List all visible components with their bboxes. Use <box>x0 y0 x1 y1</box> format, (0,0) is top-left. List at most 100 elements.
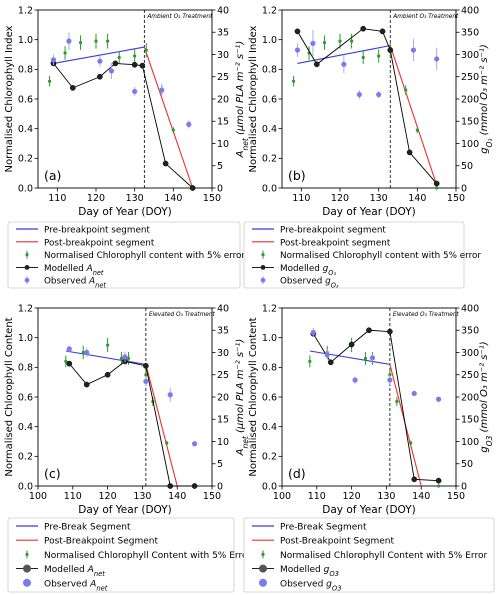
y-right-tick-label: 100 <box>461 437 479 448</box>
legend-label: Normalised Chlorophyll content with 5% e… <box>44 251 245 261</box>
legend-label: Pre-breakpoint segment <box>44 226 150 236</box>
modelled-point <box>97 73 103 80</box>
observed-point <box>132 88 138 95</box>
chlorophyll-point <box>117 55 121 60</box>
observed-point <box>387 377 393 383</box>
observed-point <box>356 91 362 98</box>
y-left-tick-label: 0.0 <box>262 481 277 492</box>
y-left-tick-label: 0.4 <box>262 124 277 135</box>
x-tick-label: 130 <box>126 193 144 204</box>
treatment-label: Ambient O₃ Treatment <box>392 14 459 20</box>
y-left-axis-label: Normalised Chlorophyll Index <box>4 25 15 172</box>
chlorophyll-point <box>119 356 124 361</box>
legend-swatch-point <box>261 253 265 257</box>
legend-entry: Modelled Anet <box>16 264 104 277</box>
panel-label: (a) <box>44 168 61 183</box>
observed-point <box>84 349 90 356</box>
y-right-tick-label: 400 <box>461 303 479 314</box>
legend-swatch-point <box>259 578 267 587</box>
x-tick-label: 140 <box>168 491 186 502</box>
legend-swatch-point <box>23 578 31 587</box>
chlorophyll-point <box>144 373 148 377</box>
y-right-tick-label: 200 <box>461 94 479 105</box>
legend-entry: Observed Anet <box>23 578 108 592</box>
modelled-point <box>104 371 111 378</box>
legend-entry: Pre-breakpoint segment <box>16 226 150 236</box>
y-right-tick-label: 200 <box>461 392 479 403</box>
panel-label: (c) <box>44 466 61 481</box>
x-tick-label: 110 <box>48 193 66 204</box>
x-axis-label: Day of Year (DOY) <box>322 504 415 516</box>
x-tick-label: 120 <box>343 491 361 502</box>
x-tick-label: 150 <box>447 193 465 204</box>
modelled-point <box>327 359 334 366</box>
x-tick-label: 150 <box>447 491 465 502</box>
y-left-tick-label: 0.6 <box>18 94 33 105</box>
y-left-tick-label: 1.0 <box>18 35 33 46</box>
chlorophyll-point <box>81 350 85 355</box>
modelled-point <box>162 160 169 167</box>
y-right-tick-label: 40 <box>217 5 229 16</box>
observed-point <box>434 56 440 62</box>
x-tick-label: 130 <box>370 193 388 204</box>
legend-label: Pre-Break Segment <box>44 523 131 533</box>
plot-frame <box>281 9 457 189</box>
plot-frame <box>37 9 213 189</box>
chlorophyll-point <box>404 88 408 92</box>
legend-label: Normalised Chlorophyll Content with 5% E… <box>44 551 251 561</box>
x-tick-label: 140 <box>408 193 426 204</box>
legend-label: Post-Breakpoint Segment <box>44 537 158 547</box>
modelled-point <box>189 185 196 191</box>
chlorophyll-point <box>435 186 439 190</box>
plot-frame <box>281 307 457 487</box>
segment-line <box>145 364 178 487</box>
y-left-tick-label: 1.0 <box>262 35 277 46</box>
chlorophyll-point <box>144 48 148 52</box>
chlorophyll-point <box>171 128 175 132</box>
legend-entry: Modelled Anet <box>16 564 105 578</box>
modelled-point <box>69 85 76 91</box>
chlorophyll-point <box>78 41 83 45</box>
y-right-tick-label: 50 <box>461 161 473 172</box>
chlorophyll-point <box>94 39 98 43</box>
y-left-axis-label: Normalised Chlorophyll Index <box>248 25 259 172</box>
modelled-point <box>112 60 119 67</box>
x-tick-label: 100 <box>273 491 291 502</box>
legend-entry: Normalised Chlorophyll Content with 5% E… <box>261 550 487 561</box>
y-right-tick-label: 300 <box>461 50 479 61</box>
y-left-tick-label: 0.4 <box>262 422 277 433</box>
x-tick-label: 100 <box>29 491 47 502</box>
legend-label: Modelled gO3 <box>280 565 339 578</box>
legend-swatch-point <box>25 552 29 557</box>
x-tick-label: 150 <box>203 193 221 204</box>
modelled-point <box>387 47 394 53</box>
legend-label: Modelled Anet <box>44 264 104 277</box>
legend-swatch-point <box>24 277 30 283</box>
y-left-tick-label: 0.0 <box>18 481 33 492</box>
legend-b: Pre-breakpoint segment Post-breakpoint se… <box>243 221 481 290</box>
legend-label: Post-breakpoint segment <box>280 238 391 248</box>
y-left-tick-label: 0.0 <box>262 183 277 194</box>
y-left-tick-label: 1.2 <box>262 303 277 314</box>
y-right-axis-label: gO3 (mmol O₃ m⁻² s⁻¹) <box>479 341 494 452</box>
legend-entry: Normalised Chlorophyll content with 5% e… <box>25 250 245 261</box>
legend-swatch-point <box>24 265 30 270</box>
panel-label: (d) <box>288 466 306 481</box>
y-right-tick-label: 250 <box>461 370 479 381</box>
y-right-tick-label: 5 <box>217 161 223 172</box>
y-left-tick-label: 0.2 <box>18 452 33 463</box>
y-right-tick-label: 100 <box>461 139 479 150</box>
legend-label: Normalised Chlorophyll Content with 5% E… <box>280 551 487 561</box>
y-right-tick-label: 40 <box>217 303 229 314</box>
observed-point <box>410 47 417 53</box>
plot-frame <box>37 307 213 487</box>
chlorophyll-point <box>361 55 365 60</box>
y-left-tick-label: 0.8 <box>18 363 33 374</box>
observed-point <box>50 57 57 63</box>
x-tick-label: 120 <box>87 193 105 204</box>
observed-point <box>341 61 347 67</box>
y-right-tick-label: 150 <box>461 117 479 128</box>
observed-point <box>143 378 149 385</box>
y-right-tick-label: 20 <box>217 392 229 403</box>
legend-label: Post-breakpoint segment <box>44 238 155 248</box>
